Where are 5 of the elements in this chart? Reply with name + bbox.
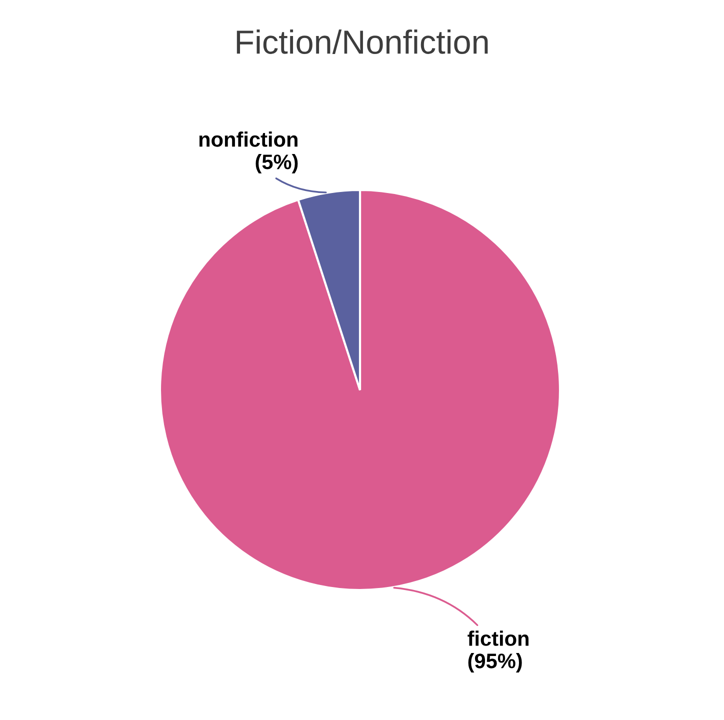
data-label: (95%) — [468, 653, 522, 672]
chart-title: Fiction/Nonfiction — [236, 29, 488, 54]
data-label: (5%) — [256, 154, 298, 174]
slice-label: fiction — [468, 630, 528, 646]
slice-label: nonfiction — [199, 132, 298, 147]
